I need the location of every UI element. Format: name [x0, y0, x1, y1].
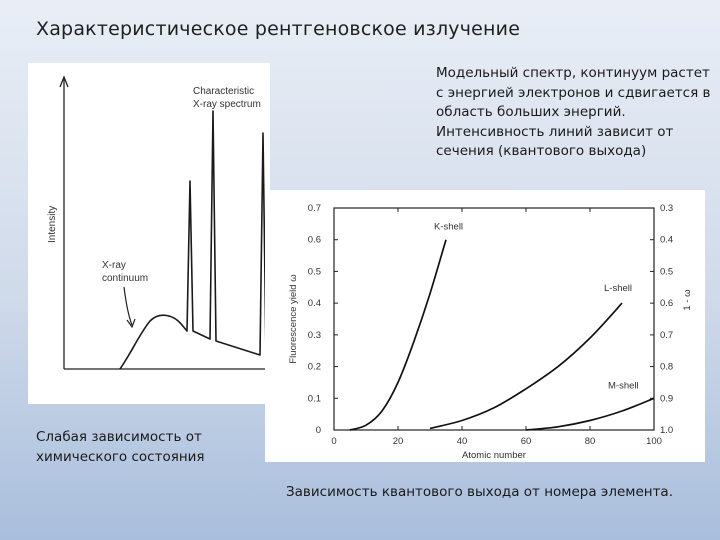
x-tick-label: 60: [521, 436, 532, 447]
slide-title: Характеристическое рентгеновское излучен…: [36, 18, 521, 40]
y-tick-label-right: 0.5: [660, 266, 673, 277]
y-tick-label-right: 0.3: [660, 203, 673, 214]
spectrum-svg: Intensity Characteristic X-ray spectrum …: [47, 75, 270, 370]
y-tick-label-left: 0: [316, 425, 321, 436]
l-shell-line: [429, 302, 623, 430]
x-tick-label: 100: [646, 436, 662, 447]
continuum-label-2: continuum: [102, 273, 148, 284]
l-shell-label: L-shell: [604, 283, 632, 294]
fluorescence-yield-chart: 0 20 40 60 80 100 0 0.1 0.2 0.3 0.4 0.5 0.6 0.7 1.0 0.9…: [265, 190, 705, 462]
y-tick-label-right: 0.8: [660, 362, 673, 373]
spectrum-y-label: Intensity: [47, 206, 58, 243]
chemical-state-caption: Слабая зависимость от химического состоя…: [36, 429, 205, 465]
continuum-arrow: [123, 286, 133, 326]
x-tick-label: 40: [457, 436, 468, 447]
y-tick-label-left: 0.7: [308, 203, 321, 214]
x-axis-label: Atomic number: [462, 450, 526, 461]
x-tick-label: 20: [393, 436, 404, 447]
continuum-label-1: X-ray: [102, 260, 126, 271]
y-tick-label-left: 0.3: [308, 330, 321, 341]
k-shell-line: [349, 239, 447, 431]
y-tick-label-left: 0.1: [308, 393, 321, 404]
y-tick-label-left: 0.6: [308, 235, 321, 246]
y-tick-label-left: 0.4: [308, 298, 321, 309]
spectrum-description: Модельный спектр, континуум растет с эне…: [436, 65, 711, 159]
y-tick-label-right: 0.6: [660, 298, 673, 309]
spectrum-curve: [119, 110, 270, 370]
y-tick-label-right: 1.0: [660, 425, 673, 436]
m-shell-label: M-shell: [608, 380, 639, 391]
yield-chart-svg: 0 20 40 60 80 100 0 0.1 0.2 0.3 0.4 0.5 0.6 0.7 1.0 0.9…: [288, 203, 693, 461]
characteristic-label-1: Characteristic: [193, 86, 254, 97]
y-axis-label-right: 1 - ω: [682, 289, 693, 311]
spectrum-y-arrow-icon: [59, 75, 69, 88]
characteristic-label-2: X-ray spectrum: [193, 99, 261, 110]
y-axis-label-left: Fluorescence yield ω: [288, 274, 299, 364]
y-tick-label-right: 0.9: [660, 393, 673, 404]
y-tick-label-right: 0.4: [660, 235, 673, 246]
m-shell-line: [525, 397, 655, 431]
y-tick-label-right: 0.7: [660, 330, 673, 341]
continuum-arrow-head-icon: [126, 318, 136, 329]
y-tick-label-left: 0.2: [308, 362, 321, 373]
x-tick-label: 80: [585, 436, 596, 447]
yield-caption: Зависимость квантового выхода от номера …: [286, 484, 673, 500]
y-tick-label-left: 0.5: [308, 266, 321, 277]
k-shell-label: K-shell: [434, 222, 463, 233]
spectrum-figure: Intensity Characteristic X-ray spectrum …: [28, 63, 270, 404]
x-tick-label: 0: [331, 436, 336, 447]
plot-frame: [333, 207, 655, 431]
